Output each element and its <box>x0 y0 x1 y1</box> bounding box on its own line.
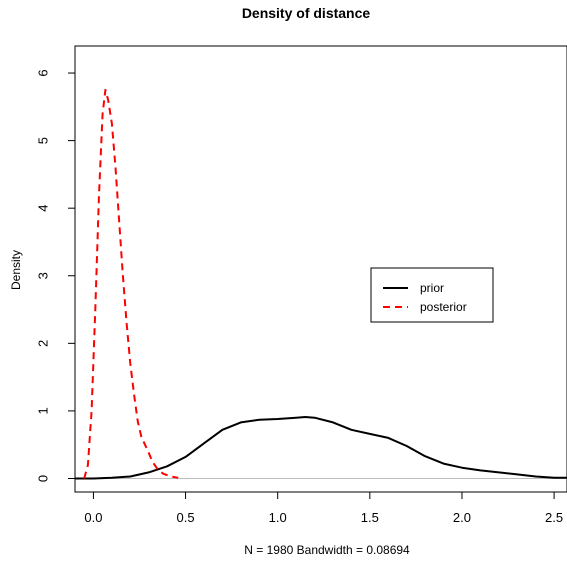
y-tick-label: 1 <box>35 407 50 414</box>
y-axis: 0 1 2 3 4 5 6 <box>35 69 75 482</box>
series-line-prior <box>75 416 567 480</box>
chart-title: Density of distance <box>242 5 371 21</box>
y-tick-label: 2 <box>35 340 50 347</box>
y-axis-label: Density <box>9 250 23 290</box>
x-tick-label: 0.0 <box>84 510 102 525</box>
y-tick-label: 0 <box>35 475 50 482</box>
legend-label-prior: prior <box>420 281 444 295</box>
y-tick-label: 6 <box>35 69 50 76</box>
x-axis-label: N = 1980 Bandwidth = 0.08694 <box>244 543 410 557</box>
series-line-posterior <box>83 88 179 479</box>
y-tick-label: 5 <box>35 137 50 144</box>
y-tick-label: 4 <box>35 205 50 212</box>
legend-label-posterior: posterior <box>420 300 467 314</box>
y-tick-label: 3 <box>35 272 50 279</box>
x-tick-label: 1.5 <box>361 510 379 525</box>
legend: prior posterior <box>370 267 494 323</box>
plot-frame <box>74 45 567 493</box>
x-tick-label: 2.5 <box>545 510 563 525</box>
x-tick-label: 0.5 <box>177 510 195 525</box>
series-layer <box>75 88 567 480</box>
legend-box <box>370 267 494 323</box>
x-tick-label: 1.0 <box>269 510 287 525</box>
x-axis: 0.0 0.5 1.0 1.5 2.0 2.5 <box>84 492 563 525</box>
x-tick-label: 2.0 <box>453 510 471 525</box>
